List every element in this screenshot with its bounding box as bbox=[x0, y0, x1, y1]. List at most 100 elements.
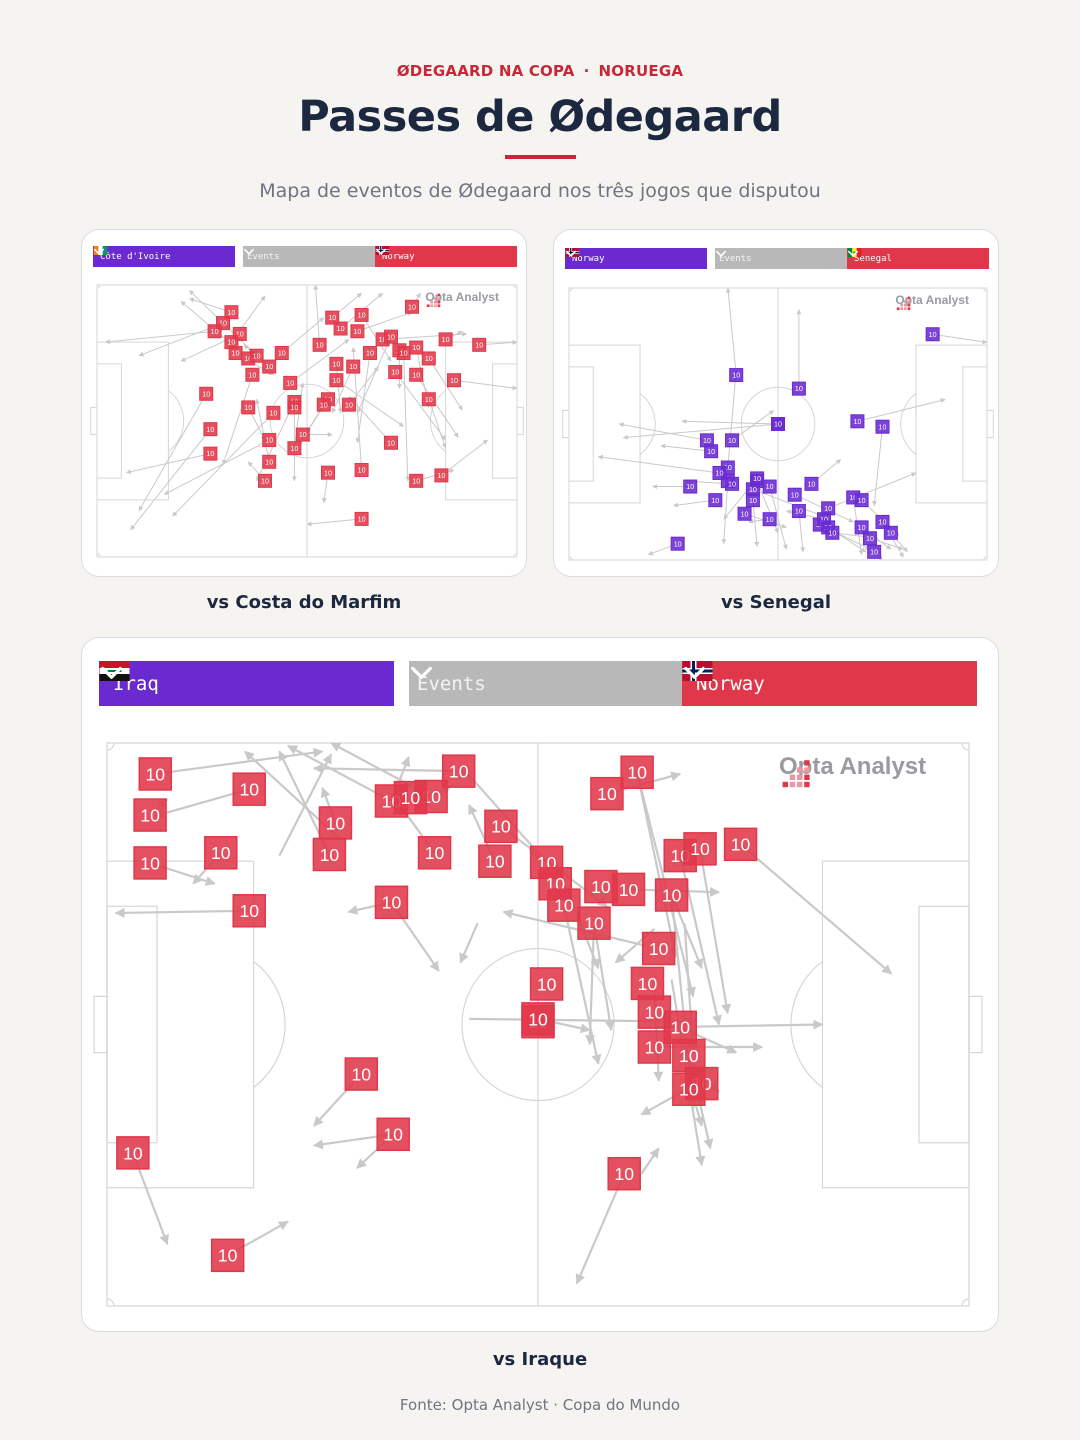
team-dropdown-right[interactable]: Norway bbox=[375, 246, 517, 267]
marker-label: 10 bbox=[349, 363, 357, 371]
marker-label: 10 bbox=[145, 764, 165, 784]
player-marker: 10 bbox=[287, 400, 302, 415]
player-marker: 10 bbox=[762, 512, 777, 527]
pass-arrow bbox=[459, 922, 479, 964]
marker-box bbox=[287, 441, 302, 456]
marker-label: 10 bbox=[425, 843, 445, 863]
penalty-arc-right bbox=[429, 390, 446, 452]
player-marker: 10 bbox=[262, 454, 277, 469]
player-marker: 10 bbox=[203, 446, 218, 461]
player-marker: 10 bbox=[723, 827, 758, 862]
marker-box bbox=[825, 525, 840, 540]
marker-label: 10 bbox=[828, 529, 836, 537]
player-marker: 10 bbox=[283, 375, 298, 390]
penalty-box-right bbox=[821, 860, 970, 1189]
marker-box bbox=[854, 493, 869, 508]
team-dropdown-right-label: Norway bbox=[382, 251, 415, 262]
marker-label: 10 bbox=[218, 1246, 238, 1266]
marker-box bbox=[207, 324, 222, 339]
marker-box bbox=[409, 340, 424, 355]
marker-box bbox=[704, 444, 719, 459]
marker-label: 10 bbox=[627, 763, 647, 783]
events-dropdown-label: Events bbox=[247, 251, 280, 262]
marker-label: 10 bbox=[269, 409, 277, 417]
marker-label: 10 bbox=[597, 784, 617, 804]
marker-label: 10 bbox=[766, 516, 774, 524]
marker-box bbox=[384, 435, 398, 450]
pass-arrow bbox=[453, 379, 518, 391]
player-marker: 10 bbox=[384, 435, 398, 450]
player-marker: 10 bbox=[393, 780, 428, 815]
title-underline bbox=[505, 155, 576, 159]
team-dropdown-left[interactable]: Côte d'Ivoire bbox=[93, 246, 235, 267]
marker-label: 10 bbox=[741, 510, 749, 518]
marker-box bbox=[637, 1030, 672, 1064]
marker-label: 10 bbox=[766, 483, 774, 491]
marker-box bbox=[133, 798, 167, 832]
pass-arrow bbox=[403, 352, 411, 482]
marker-label: 10 bbox=[353, 328, 361, 336]
player-marker: 10 bbox=[850, 414, 865, 429]
marker-label: 10 bbox=[358, 467, 366, 475]
marker-label: 10 bbox=[345, 401, 353, 409]
player-marker: 10 bbox=[472, 337, 487, 352]
marker-box bbox=[607, 1156, 641, 1191]
marker-box bbox=[350, 324, 365, 339]
player-marker: 10 bbox=[405, 299, 419, 314]
marker-label: 10 bbox=[352, 1064, 372, 1084]
player-marker: 10 bbox=[791, 504, 806, 519]
marker-box bbox=[804, 476, 819, 491]
player-marker: 10 bbox=[346, 359, 361, 374]
goal-right bbox=[968, 995, 983, 1054]
marker-label: 10 bbox=[401, 788, 421, 808]
marker-box bbox=[620, 755, 654, 790]
player-marker: 10 bbox=[875, 419, 890, 434]
marker-label: 10 bbox=[382, 893, 402, 913]
team-dropdown-left[interactable]: Norway bbox=[565, 248, 707, 269]
six-yard-box-right bbox=[918, 905, 970, 1144]
player-marker: 10 bbox=[854, 493, 869, 508]
marker-box bbox=[875, 419, 890, 434]
marker-box bbox=[116, 1136, 150, 1170]
pass-arrow bbox=[114, 907, 250, 918]
pass-arrow bbox=[640, 1147, 660, 1175]
player-marker: 10 bbox=[241, 400, 256, 415]
penalty-box-left bbox=[568, 344, 641, 504]
marker-label: 10 bbox=[425, 355, 433, 363]
match-caption-costa-do-marfim: vs Costa do Marfim bbox=[206, 592, 402, 613]
pitch-lines bbox=[562, 287, 994, 561]
pass-arrow bbox=[125, 453, 211, 475]
team-dropdown-left[interactable]: Iraq bbox=[99, 661, 394, 706]
pass-arrow bbox=[660, 443, 712, 452]
marker-label: 10 bbox=[614, 1164, 634, 1184]
pass-arrow bbox=[727, 369, 739, 468]
marker-box bbox=[791, 381, 806, 396]
match-card-costa-do-marfim: Côte d'Ivoire Events Norway 10 10 10 10 10 10 10 1… bbox=[81, 229, 527, 577]
marker-box bbox=[224, 305, 239, 320]
pass-arrow bbox=[592, 922, 615, 1032]
marker-label: 10 bbox=[491, 817, 511, 837]
marker-box bbox=[925, 327, 940, 342]
marker-box bbox=[241, 400, 256, 415]
marker-label: 10 bbox=[728, 437, 736, 445]
marker-box bbox=[333, 321, 348, 336]
corner-arc bbox=[983, 556, 988, 561]
pass-arrow bbox=[827, 472, 917, 509]
team-dropdown-right[interactable]: Norway bbox=[682, 661, 977, 706]
events-dropdown[interactable]: Events bbox=[409, 661, 704, 706]
marker-box bbox=[374, 885, 409, 920]
marker-box bbox=[421, 392, 436, 407]
events-dropdown[interactable]: Events bbox=[715, 248, 857, 269]
penalty-box-left bbox=[96, 341, 169, 501]
events-dropdown[interactable]: Events bbox=[243, 246, 385, 267]
player-marker: 10 bbox=[683, 832, 717, 866]
marker-box bbox=[283, 375, 298, 390]
marker-box bbox=[683, 832, 717, 866]
pass-arrow bbox=[428, 358, 463, 411]
pass-arrow bbox=[335, 363, 343, 414]
team-dropdown-right[interactable]: Senegal bbox=[847, 248, 989, 269]
pitch-lines bbox=[90, 284, 524, 558]
marker-box bbox=[249, 348, 264, 363]
